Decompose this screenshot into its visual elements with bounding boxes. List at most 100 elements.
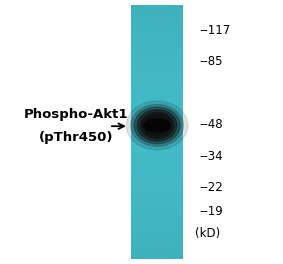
Bar <box>131 68 183 69</box>
Ellipse shape <box>137 110 177 141</box>
Bar <box>131 201 183 202</box>
Bar <box>131 235 183 236</box>
Bar <box>131 31 183 32</box>
Bar <box>131 168 183 169</box>
Bar <box>131 48 183 49</box>
Bar <box>131 148 183 149</box>
Bar <box>131 204 183 205</box>
Bar <box>131 47 183 48</box>
Bar <box>131 253 183 254</box>
Bar <box>131 145 183 146</box>
Bar <box>131 133 183 134</box>
Bar <box>131 84 183 85</box>
Bar <box>131 66 183 67</box>
Bar <box>131 52 183 53</box>
Bar <box>131 144 183 145</box>
Bar <box>131 44 183 45</box>
Bar <box>131 9 183 10</box>
Text: --34: --34 <box>200 150 223 163</box>
Bar <box>131 116 183 117</box>
Bar <box>131 119 183 120</box>
Bar <box>131 189 183 190</box>
Bar <box>131 133 183 135</box>
Bar <box>131 38 183 39</box>
Bar <box>131 84 183 86</box>
Bar <box>131 157 183 158</box>
Bar <box>131 137 183 138</box>
Bar <box>131 92 183 93</box>
Bar <box>131 46 183 48</box>
Bar <box>131 49 183 50</box>
Bar <box>131 256 183 257</box>
Bar <box>131 149 183 150</box>
Bar <box>131 11 183 12</box>
Bar <box>131 56 183 57</box>
Bar <box>131 162 183 163</box>
Ellipse shape <box>143 119 171 132</box>
Bar <box>131 222 183 223</box>
Bar <box>131 67 183 68</box>
Bar <box>131 127 183 128</box>
Bar <box>131 215 183 216</box>
Bar <box>131 41 183 43</box>
Bar <box>131 129 183 130</box>
Bar <box>131 192 183 193</box>
Bar <box>131 123 183 124</box>
Bar <box>131 175 183 176</box>
Bar <box>131 23 183 24</box>
Bar <box>131 95 183 96</box>
Bar <box>131 70 183 71</box>
Bar <box>131 190 183 191</box>
Bar <box>131 254 183 255</box>
Bar <box>131 150 183 152</box>
Bar <box>131 217 183 218</box>
Bar <box>131 121 183 122</box>
Text: Phospho-Akt1: Phospho-Akt1 <box>24 108 129 121</box>
Bar <box>131 211 183 212</box>
Bar <box>131 23 183 25</box>
Bar <box>131 240 183 241</box>
Bar <box>131 226 183 228</box>
Text: --85: --85 <box>200 55 223 68</box>
Bar <box>131 251 183 252</box>
Bar <box>131 169 183 170</box>
Bar <box>131 37 183 38</box>
Bar <box>131 166 183 167</box>
Bar <box>131 146 183 147</box>
Bar <box>131 187 183 188</box>
Bar <box>131 188 183 190</box>
Bar <box>131 7 183 8</box>
Bar <box>131 56 183 58</box>
Bar <box>131 185 183 186</box>
Bar <box>131 244 183 245</box>
Bar <box>131 93 183 94</box>
Bar <box>131 12 183 13</box>
Bar <box>131 205 183 206</box>
Bar <box>131 68 183 69</box>
Bar <box>131 242 183 243</box>
Bar <box>131 130 183 131</box>
Bar <box>131 113 183 114</box>
Bar <box>131 245 183 246</box>
Bar <box>131 160 183 161</box>
Bar <box>131 118 183 119</box>
Bar <box>131 255 183 256</box>
Bar <box>131 89 183 90</box>
Bar <box>131 39 183 40</box>
Bar <box>131 250 183 251</box>
Bar <box>131 197 183 198</box>
Bar <box>131 61 183 62</box>
Bar <box>131 42 183 43</box>
Bar <box>131 35 183 36</box>
Bar <box>131 195 183 196</box>
Bar <box>131 101 183 102</box>
Bar <box>131 155 183 157</box>
Bar <box>131 167 183 168</box>
Bar <box>131 246 183 247</box>
Bar <box>131 209 183 211</box>
Bar <box>131 232 183 233</box>
Bar <box>131 180 183 181</box>
Bar <box>131 60 183 61</box>
Bar <box>131 159 183 160</box>
Bar <box>131 149 183 150</box>
